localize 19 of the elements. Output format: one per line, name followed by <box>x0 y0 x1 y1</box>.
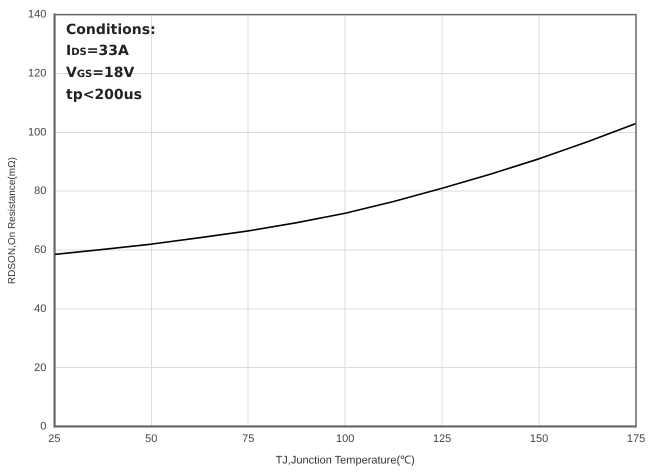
y-tick-label: 0 <box>40 420 46 433</box>
annotation: Conditions: <box>66 21 156 40</box>
x-tick-label: 75 <box>242 433 254 446</box>
x-tick-label: 175 <box>626 433 646 446</box>
y-tick-label: 60 <box>34 244 46 256</box>
y-tick-label: 20 <box>34 362 46 374</box>
x-tick-label: 25 <box>48 433 60 446</box>
x-tick-label: 100 <box>336 433 354 446</box>
y-tick-label: 140 <box>28 8 46 21</box>
annotation: tp<200us <box>66 86 143 105</box>
y-tick-label: 80 <box>34 185 46 198</box>
y-tick-label: 100 <box>28 126 46 138</box>
y-tick-label: 120 <box>28 67 46 80</box>
x-tick-label: 150 <box>530 433 548 446</box>
y-axis-title: RDSON,On Resistance(mΩ) <box>6 157 18 284</box>
x-axis-title: TJ,Junction Temperature(℃) <box>276 454 415 466</box>
x-tick-label: 50 <box>145 433 158 446</box>
x-tick-label: 125 <box>432 433 452 446</box>
y-tick-label: 40 <box>34 302 46 315</box>
